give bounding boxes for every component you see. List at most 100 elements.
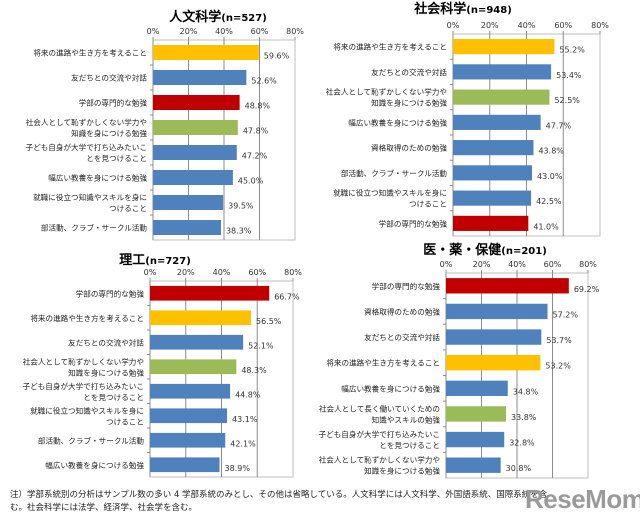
category-label: 資格取得のための勉強 xyxy=(371,143,447,153)
chart-panel: 理工(n=727)0% 20% 40% 60% 80% 66.7% 学部の専門的な勉強 56.… xyxy=(23,253,302,478)
category-label-line: 友だちとの交流や対話 xyxy=(371,67,447,77)
category-label: 子ども自身が大学で打ち込みたいことを見つけること xyxy=(26,142,148,163)
category-label-line: 将来の進路や生き方を考えること xyxy=(326,358,440,368)
category-label-line: 将来の進路や生き方を考えること xyxy=(33,48,147,58)
x-tick-label: 20% xyxy=(180,27,198,36)
category-label-line: 部活動、クラブ・サークル活動 xyxy=(341,168,447,178)
data-label: 53.4% xyxy=(556,71,582,80)
data-label: 43.1% xyxy=(232,415,258,424)
category-label: 就職に役立つ知識やスキルを身につけること xyxy=(33,192,147,213)
bar xyxy=(453,215,529,231)
category-label: 就職に役立つ知識やスキルを身につけること xyxy=(333,188,447,209)
x-tick-label: 40% xyxy=(508,260,526,269)
bar xyxy=(453,140,534,156)
category-label-line: 友だちとの交流や対話 xyxy=(68,337,144,347)
bar xyxy=(153,45,259,60)
category-label-line: 友だちとの交流や対話 xyxy=(364,332,440,342)
category-label-line: 幅広い教養を身につける勉強 xyxy=(45,460,144,470)
chart-panel: 社会科学(n=948) 0% 20% 40% 60% 80% 55.2% 将来の進路や生き方を… xyxy=(326,1,609,237)
category-label: 部活動、クラブ・サークル活動 xyxy=(38,435,144,445)
data-label: 30.8% xyxy=(506,464,532,473)
category-label: 部活動、クラブ・サークル活動 xyxy=(341,168,447,178)
x-tick-label: 60% xyxy=(544,260,562,269)
category-label-line: 子ども自身が大学で打ち込みたいこ xyxy=(23,381,145,391)
category-label: 幅広い教養を身につける勉強 xyxy=(45,460,144,470)
x-tick-label: 60% xyxy=(251,27,269,36)
bar xyxy=(150,334,244,350)
bar xyxy=(446,278,569,294)
category-label-line: つけること xyxy=(109,204,147,213)
category-label-line: 社会人として恥ずかしくない学力や xyxy=(319,455,440,465)
x-tick-label: 80% xyxy=(286,27,304,36)
category-label-line: 学部の専門的な勉強 xyxy=(79,98,148,108)
chart-title-main: 人文科学 xyxy=(169,9,221,25)
category-label: 将来の進路や生き方を考えること xyxy=(326,358,440,368)
x-tick-label: 0% xyxy=(147,27,160,36)
category-label-line: 就職に役立つ知識やスキルを身に xyxy=(30,405,144,415)
data-label: 33.8% xyxy=(511,413,537,422)
bar xyxy=(446,406,506,422)
x-tick-label: 60% xyxy=(554,21,572,30)
bar xyxy=(150,457,220,473)
chart-panel: 医・薬・保健(n=201) 0% 20% 40% 60% 80% 69.2% 学部の専門的な勉… xyxy=(319,242,600,479)
category-label: 学部の専門的な勉強 xyxy=(379,218,448,228)
bar xyxy=(453,114,541,130)
x-tick-label: 40% xyxy=(518,21,536,30)
bar xyxy=(453,64,552,80)
category-label-line: とを見つけること xyxy=(379,441,440,450)
category-label: 資格取得のための勉強 xyxy=(364,306,440,316)
bar xyxy=(153,95,240,110)
category-label: 子ども自身が大学で打ち込みたいことを見つけること xyxy=(319,429,441,450)
category-label-line: 子ども自身が大学で打ち込みたいこ xyxy=(26,142,148,152)
chart-title-main: 医・薬・保健 xyxy=(423,242,501,258)
category-label-line: とを見つけること xyxy=(86,154,147,163)
bar xyxy=(150,285,270,301)
data-label: 53.2% xyxy=(545,362,571,371)
data-label: 47.8% xyxy=(243,127,269,136)
category-label-line: 将来の進路や生き方を考えること xyxy=(333,42,447,52)
bar xyxy=(446,355,541,371)
chart-panel: 人文科学(n=527) 0% 20% 40% 60% 80% 59.6% 将来の進路や生き方を… xyxy=(26,9,304,241)
x-tick-label: 80% xyxy=(579,260,597,269)
chart-title-main: 理工 xyxy=(119,253,145,268)
bar xyxy=(150,359,237,375)
x-tick-label: 20% xyxy=(473,260,491,269)
data-label: 34.8% xyxy=(513,387,539,396)
bar xyxy=(150,310,251,326)
category-label-line: 知識を身につける勉強 xyxy=(71,128,147,138)
bar xyxy=(153,220,221,235)
x-tick-label: 80% xyxy=(591,21,609,30)
chart-title: 医・薬・保健(n=201) xyxy=(423,242,547,258)
chart-title: 社会科学(n=948) xyxy=(413,1,512,17)
category-label: 学部の専門的な勉強 xyxy=(79,98,148,108)
x-tick-label: 40% xyxy=(213,268,231,277)
data-label: 45.0% xyxy=(238,177,264,186)
x-tick-label: 40% xyxy=(215,27,233,36)
x-tick-label: 80% xyxy=(284,268,302,277)
bar xyxy=(150,432,226,448)
data-label: 42.5% xyxy=(536,197,562,206)
data-label: 66.7% xyxy=(274,292,300,301)
data-label: 48.8% xyxy=(245,102,271,111)
category-label: 子ども自身が大学で打ち込みたいことを見つけること xyxy=(23,381,145,402)
data-label: 69.2% xyxy=(574,285,600,294)
bar xyxy=(453,190,532,206)
category-label-line: 部活動、クラブ・サークル活動 xyxy=(38,435,144,445)
category-label: 社会人として長く働いていくための知識やスキルの勉強 xyxy=(319,403,440,424)
category-label: 友だちとの交流や対話 xyxy=(68,337,144,347)
data-label: 55.2% xyxy=(559,46,585,55)
data-label: 47.2% xyxy=(242,152,268,161)
data-label: 43.8% xyxy=(538,147,564,156)
category-label-line: 部活動、クラブ・サークル活動 xyxy=(41,223,147,233)
bar xyxy=(453,39,555,55)
data-label: 39.5% xyxy=(228,202,254,211)
category-label: 幅広い教養を身につける勉強 xyxy=(48,173,147,183)
category-label-line: 幅広い教養を身につける勉強 xyxy=(48,173,147,183)
x-tick-label: 0% xyxy=(447,21,460,30)
category-label: 部活動、クラブ・サークル活動 xyxy=(41,223,147,233)
category-label-line: 就職に役立つ知識やスキルを身に xyxy=(333,188,447,198)
chart-title-n: (n=948) xyxy=(466,5,512,16)
bar xyxy=(453,89,550,105)
bar xyxy=(153,120,238,135)
